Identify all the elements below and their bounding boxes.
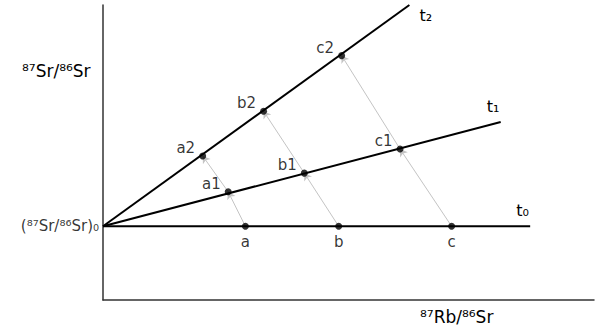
- svg-text:t₁: t₁: [487, 97, 500, 116]
- svg-text:(⁸⁷Sr/⁸⁶Sr)₀: (⁸⁷Sr/⁸⁶Sr)₀: [21, 217, 99, 235]
- svg-text:a1: a1: [202, 175, 221, 193]
- svg-text:b2: b2: [237, 94, 256, 112]
- svg-text:⁸⁷Rb/⁸⁶Sr: ⁸⁷Rb/⁸⁶Sr: [420, 307, 493, 327]
- svg-text:t₂: t₂: [419, 6, 432, 25]
- svg-text:⁸⁷Sr/⁸⁶Sr: ⁸⁷Sr/⁸⁶Sr: [22, 61, 91, 81]
- svg-text:c: c: [447, 233, 455, 251]
- svg-text:a: a: [241, 233, 250, 251]
- svg-text:c2: c2: [316, 39, 334, 57]
- svg-text:b1: b1: [278, 156, 297, 174]
- svg-text:t₀: t₀: [516, 201, 529, 220]
- svg-text:b: b: [334, 233, 344, 251]
- svg-text:c1: c1: [375, 132, 393, 150]
- svg-text:a2: a2: [176, 139, 195, 157]
